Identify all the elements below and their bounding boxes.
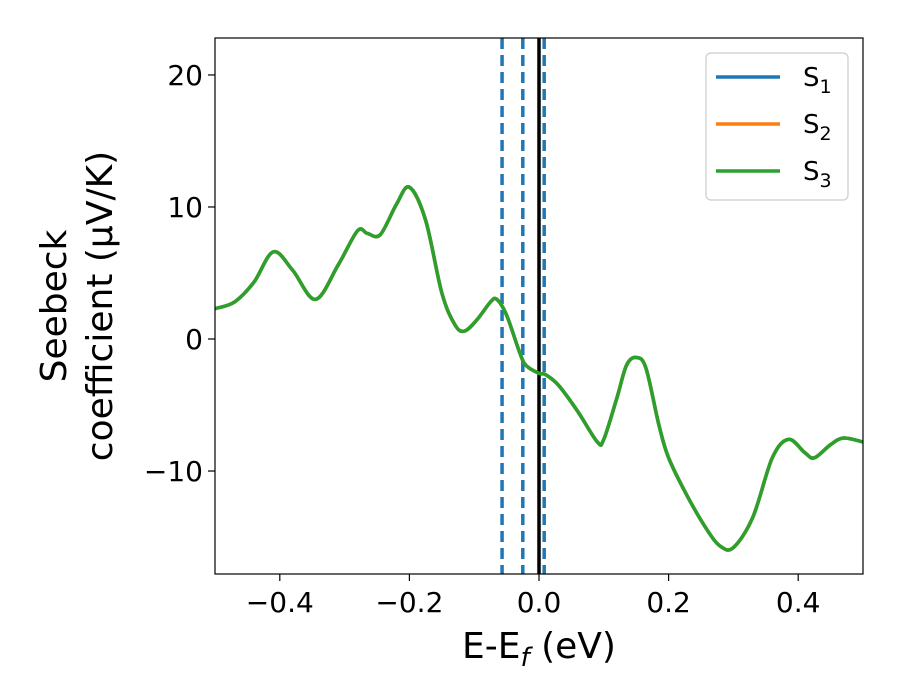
legend: S1 S2 S3: [705, 52, 849, 201]
x-axis: −0.4 −0.2 0.0 0.2 0.4: [246, 574, 821, 619]
x-tick-label: 0.4: [776, 586, 821, 619]
series-layer: [215, 185, 863, 552]
y-tick-label: 20: [167, 59, 203, 92]
y-axis-label-line1: Seebeck: [34, 229, 75, 382]
x-axis-label: E-Ef (eV): [462, 626, 616, 673]
x-tick-label: 0.0: [517, 586, 562, 619]
legend-label-s2: S2: [803, 110, 832, 145]
y-tick-label: 10: [167, 191, 203, 224]
y-axis-label-line2: coefficient (μV/K): [80, 151, 121, 461]
y-tick-label: −10: [144, 455, 203, 488]
x-tick-label: 0.2: [646, 586, 691, 619]
y-tick-label: 0: [185, 323, 203, 356]
x-tick-label: −0.4: [246, 586, 314, 619]
reference-lines: [500, 38, 546, 574]
series-line-s3: [215, 185, 863, 552]
legend-label-s1: S1: [803, 63, 832, 98]
x-tick-label: −0.2: [375, 586, 443, 619]
legend-label-s3: S3: [803, 157, 832, 192]
legend-box: [705, 52, 849, 201]
y-axis: −10 0 10 20: [144, 59, 215, 488]
y-axis-label: Seebeck coefficient (μV/K): [34, 151, 121, 461]
